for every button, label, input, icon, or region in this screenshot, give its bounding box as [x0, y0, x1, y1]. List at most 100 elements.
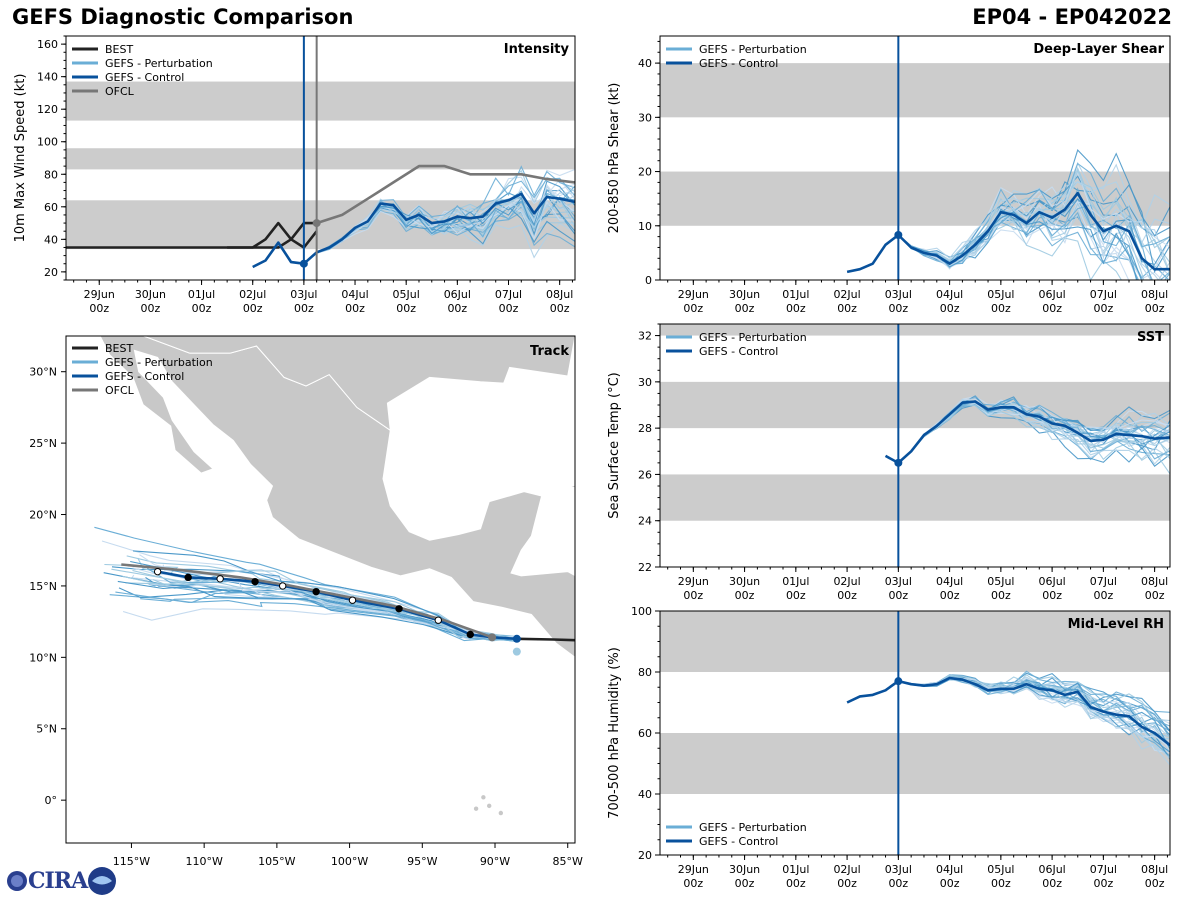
intensity-band — [66, 200, 575, 250]
sst-xtick-label: 30Jun — [729, 575, 760, 588]
sst-legend-label: GEFS - Perturbation — [699, 331, 807, 344]
shear-xtick-hour: 00z — [1145, 302, 1165, 315]
shear-xtick-hour: 00z — [1093, 302, 1113, 315]
intensity-xtick-hour: 00z — [499, 302, 519, 315]
sst-xtick-hour: 00z — [837, 589, 857, 602]
rh-ylabel: 700-500 hPa Humidity (%) — [607, 647, 622, 819]
land-usa — [66, 336, 575, 432]
cira-logo: CIRA — [6, 866, 117, 896]
sst-xtick-label: 03Jul — [885, 575, 912, 588]
land-galapagos-island — [486, 803, 492, 809]
shear-xtick-label: 05Jul — [987, 288, 1014, 301]
rh-title: Mid-Level RH — [1068, 617, 1164, 632]
storm-id-title: EP04 - EP042022 — [972, 5, 1172, 29]
track-position-marker — [153, 567, 162, 576]
track-init-marker — [512, 634, 521, 643]
shear-perturbation-line — [897, 168, 1170, 268]
rh-xtick-hour: 00z — [1042, 877, 1062, 890]
intensity-xtick-hour: 00z — [396, 302, 416, 315]
track-perturbation-line — [122, 575, 517, 642]
intensity-xtick-hour: 00z — [447, 302, 467, 315]
intensity-xtick-label: 30Jun — [135, 288, 166, 301]
sst-ytick-label: 26 — [638, 468, 652, 481]
sst-gefs-control-line — [884, 400, 1170, 465]
intensity-xtick-hour: 00z — [192, 302, 212, 315]
sst-ytick-label: 24 — [638, 515, 652, 528]
shear-xtick-hour: 00z — [837, 302, 857, 315]
shear-perturbation-line — [897, 181, 1170, 259]
shear-legend-label: GEFS - Control — [699, 57, 778, 70]
track-best-line — [516, 637, 575, 642]
rh-band — [660, 611, 1170, 672]
rh-xtick-label: 01Jul — [782, 863, 809, 876]
track-legend-label: GEFS - Perturbation — [105, 356, 213, 369]
track-xtick-label: 100°W — [331, 855, 368, 868]
track-ytick-label: 10°N — [29, 651, 57, 664]
track-ytick-label: 15°N — [29, 580, 57, 593]
land-galapagos-island — [473, 806, 479, 811]
land-galapagos-island — [481, 795, 486, 800]
sst-band — [660, 324, 1170, 336]
rh-xtick-label: 07Jul — [1090, 863, 1117, 876]
sst-ytick-label: 28 — [638, 422, 652, 435]
intensity-xtick-hour: 00z — [243, 302, 263, 315]
shear-xtick-hour: 00z — [888, 302, 908, 315]
sst-ylabel: Sea Surface Temp (°C) — [607, 372, 622, 519]
track-ytick-label: 0° — [45, 794, 58, 807]
shear-xtick-hour: 00z — [940, 302, 960, 315]
shear-perturbation-line — [897, 198, 1170, 266]
track-xtick-label: 95°W — [407, 855, 437, 868]
shear-xtick-hour: 00z — [991, 302, 1011, 315]
track-position-marker — [348, 596, 357, 604]
shear-xtick-label: 08Jul — [1141, 288, 1168, 301]
track-legend-label: GEFS - Control — [105, 370, 184, 383]
land-mexico — [99, 336, 575, 658]
shear-ytick-label: 10 — [638, 220, 652, 233]
shear-xtick-label: 02Jul — [833, 288, 860, 301]
intensity-xtick-hour: 00z — [89, 302, 109, 315]
track-xtick-label: 115°W — [113, 855, 150, 868]
track-ofcl-init-marker — [488, 633, 497, 642]
track-perturbation-line — [140, 597, 517, 642]
rh-xtick-hour: 00z — [1145, 877, 1165, 890]
sst-xtick-hour: 00z — [1042, 589, 1062, 602]
rh-xtick-label: 03Jul — [885, 863, 912, 876]
rh-xtick-hour: 00z — [683, 877, 703, 890]
shear-band — [660, 63, 1170, 118]
logo-emblem-icon — [7, 871, 27, 891]
logo-text: CIRA — [28, 868, 88, 894]
track-xtick-label: 85°W — [553, 855, 583, 868]
panel-shear: 29Jun00z30Jun00z01Jul00z02Jul00z03Jul00z… — [607, 35, 1171, 315]
intensity-legend-label: BEST — [105, 43, 133, 56]
track-map-area — [66, 336, 575, 816]
rh-plot-area — [660, 611, 1170, 794]
intensity-xtick-label: 01Jul — [188, 288, 215, 301]
sst-ytick-label: 22 — [638, 561, 652, 574]
shear-xtick-label: 29Jun — [678, 288, 709, 301]
shear-ytick-label: 0 — [645, 274, 652, 287]
intensity-ytick-label: 100 — [37, 136, 58, 149]
rh-ytick-label: 80 — [638, 666, 652, 679]
track-position-marker — [251, 577, 259, 586]
shear-ytick-label: 40 — [638, 57, 652, 70]
intensity-ytick-label: 80 — [44, 168, 58, 181]
intensity-ytick-label: 120 — [37, 103, 58, 116]
intensity-xtick-label: 04Jul — [341, 288, 368, 301]
sst-xtick-hour: 00z — [1145, 589, 1165, 602]
shear-xtick-label: 01Jul — [782, 288, 809, 301]
sst-band — [660, 474, 1170, 521]
shear-perturbation-line — [897, 200, 1170, 280]
track-legend-label: BEST — [105, 342, 133, 355]
rh-ytick-label: 100 — [631, 605, 652, 618]
shear-ylabel: 200-850 hPa Shear (kt) — [607, 83, 622, 234]
shear-frame — [659, 35, 1171, 281]
sst-xtick-hour: 00z — [786, 589, 806, 602]
rh-xtick-label: 08Jul — [1141, 863, 1168, 876]
rh-xtick-hour: 00z — [837, 877, 857, 890]
shear-xtick-label: 07Jul — [1090, 288, 1117, 301]
intensity-title: Intensity — [504, 42, 570, 57]
intensity-xtick-hour: 00z — [550, 302, 570, 315]
shear-legend-label: GEFS - Perturbation — [699, 43, 807, 56]
intensity-plot-area — [66, 81, 575, 269]
